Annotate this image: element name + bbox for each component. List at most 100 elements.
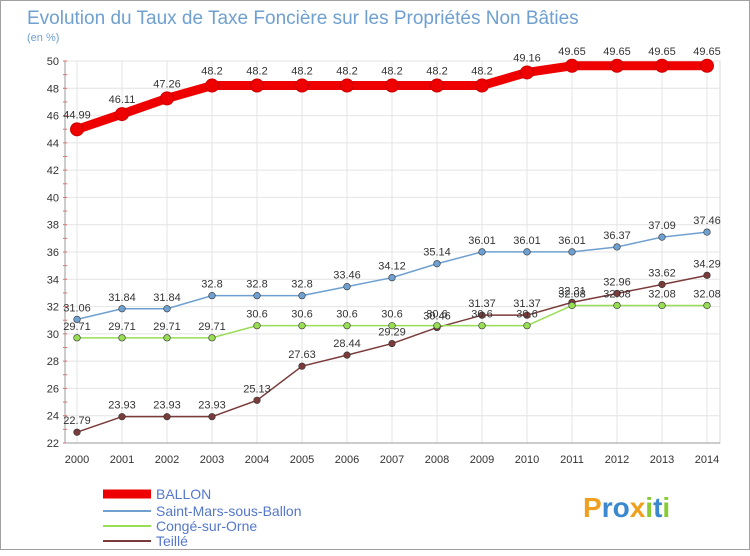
data-point (208, 334, 216, 342)
x-tick-label: 2007 (380, 454, 404, 466)
y-tick-label: 50 (47, 56, 59, 68)
x-tick-label: 2006 (335, 454, 359, 466)
data-point (385, 78, 399, 93)
data-point (520, 65, 534, 80)
data-label: 48.2 (201, 66, 222, 78)
data-point (163, 305, 171, 313)
x-tick-label: 2008 (425, 454, 449, 466)
data-label: 48.2 (246, 66, 267, 78)
data-point (298, 362, 306, 370)
y-tick-label: 44 (47, 138, 59, 150)
data-point (253, 292, 261, 300)
data-label: 49.65 (693, 46, 721, 58)
y-tick-label: 26 (47, 383, 59, 395)
data-point (115, 107, 129, 122)
grid (64, 60, 721, 444)
data-label: 30.6 (471, 309, 492, 321)
y-tick-label: 32 (47, 302, 59, 314)
data-point (160, 91, 174, 106)
data-point (700, 58, 714, 73)
data-label: 34.12 (378, 261, 406, 273)
data-label: 31.84 (108, 292, 136, 304)
data-label: 49.65 (603, 46, 631, 58)
data-label: 48.2 (381, 66, 402, 78)
x-tick-label: 2004 (245, 454, 269, 466)
data-label: 47.26 (153, 78, 181, 90)
y-tick-label: 34 (47, 274, 59, 286)
data-label: 48.2 (471, 66, 492, 78)
data-label: 30.6 (291, 309, 312, 321)
data-label: 32.08 (603, 288, 631, 300)
data-point (658, 233, 666, 241)
chart-title: Evolution du Taux de Taxe Foncière sur l… (27, 8, 579, 29)
data-point (73, 428, 81, 436)
data-label: 29.71 (153, 321, 181, 333)
data-point (340, 78, 354, 93)
data-label: 49.16 (513, 52, 541, 64)
data-label: 32.8 (291, 279, 312, 291)
data-label: 27.63 (288, 349, 316, 361)
data-point (433, 322, 441, 330)
data-point (478, 248, 486, 256)
data-label: 28.44 (333, 338, 361, 350)
data-label: 30.6 (426, 309, 447, 321)
x-tick-label: 2012 (605, 454, 629, 466)
data-label: 30.6 (516, 309, 537, 321)
data-label: 23.93 (108, 400, 136, 412)
data-label: 31.84 (153, 292, 181, 304)
legend-label: Teillé (156, 533, 188, 549)
data-label: 36.01 (513, 235, 541, 247)
data-point (430, 78, 444, 93)
data-point (478, 311, 486, 319)
data-point (343, 283, 351, 291)
x-tick-label: 2000 (65, 454, 89, 466)
legend-label: BALLON (156, 486, 211, 502)
data-point (70, 122, 84, 137)
data-label: 49.65 (648, 46, 676, 58)
data-label: 35.14 (423, 247, 451, 259)
data-point (163, 413, 171, 421)
data-point (118, 413, 126, 421)
data-point (298, 292, 306, 300)
data-label: 37.09 (648, 220, 676, 232)
data-point (343, 322, 351, 330)
data-label: 37.46 (693, 215, 721, 227)
data-point (703, 271, 711, 279)
x-tick-label: 2013 (650, 454, 674, 466)
data-point (118, 334, 126, 342)
data-label: 31.37 (468, 298, 496, 310)
data-label: 29.71 (198, 321, 226, 333)
data-point (205, 78, 219, 93)
data-label: 36.01 (468, 235, 496, 247)
series-group: 22.79 23.93 23.93 23.93 25.13 27.63 28.44 29.29… (63, 46, 721, 436)
data-point (703, 301, 711, 310)
y-tick-label: 42 (47, 165, 59, 177)
data-point (478, 322, 486, 330)
data-label: 25.13 (243, 383, 271, 395)
data-label: 32.08 (693, 288, 721, 300)
data-label: 48.2 (426, 66, 447, 78)
y-tick-label: 48 (47, 83, 59, 95)
data-label: 32.08 (558, 288, 586, 300)
data-label: 29.71 (108, 321, 136, 333)
data-label: 44.99 (63, 109, 91, 121)
data-label: 32.8 (201, 279, 222, 291)
data-label: 36.01 (558, 235, 586, 247)
data-point (250, 78, 264, 93)
data-point (73, 334, 81, 342)
x-tick-label: 2014 (695, 454, 719, 466)
data-label: 30.46 (423, 311, 451, 323)
data-point (73, 315, 81, 323)
data-point (295, 78, 309, 93)
data-label: 33.46 (333, 270, 361, 282)
data-label: 30.6 (336, 309, 357, 321)
data-label: 46.11 (109, 94, 136, 106)
axes: 22 24 26 28 30 32 34 36 38 40 42 44 46 48 50 2000 2001 20… (47, 56, 720, 466)
data-point (163, 334, 171, 342)
y-tick-label: 28 (47, 356, 59, 368)
data-label: 34.29 (693, 258, 721, 270)
data-label: 32.8 (246, 279, 267, 291)
data-point (523, 322, 531, 330)
